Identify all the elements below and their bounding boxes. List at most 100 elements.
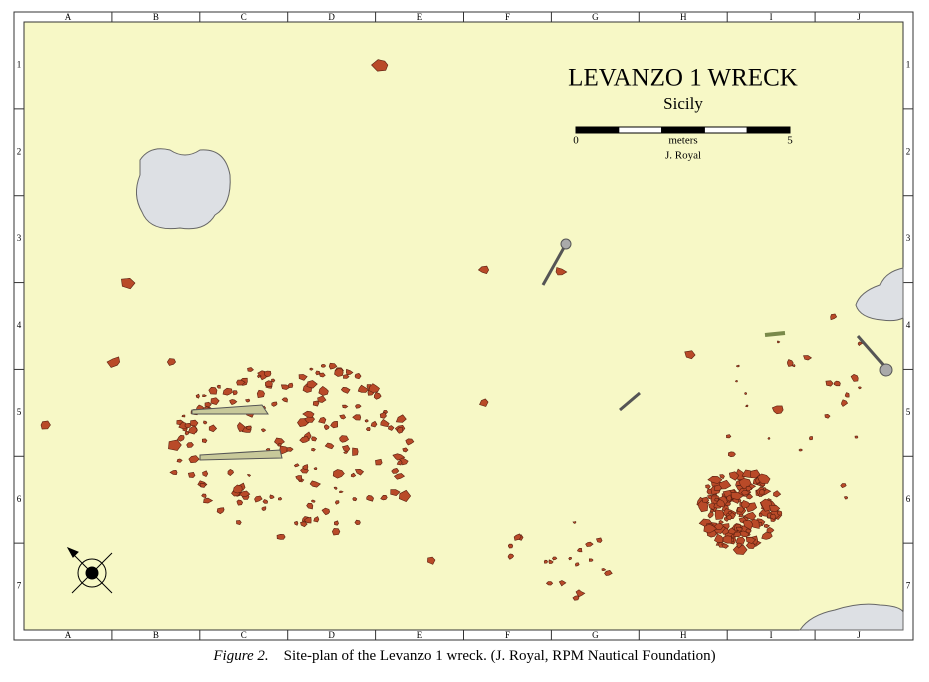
artifact: [716, 498, 725, 508]
artifact: [405, 438, 415, 446]
artifact: [730, 491, 744, 501]
scale-start: 0: [573, 135, 579, 147]
column-label: E: [417, 12, 423, 22]
row-label: 5: [17, 407, 22, 417]
artifact: [227, 469, 234, 476]
site-plan: A A B B C C D D E E F F G G H H I I J J 1 1 2 2 3 3 4 4 5 5 6 6 7 7 LEVAN…: [13, 11, 914, 641]
artifact: [299, 436, 310, 444]
artifact: [328, 362, 338, 370]
column-label: C: [241, 630, 247, 640]
artifact: [280, 384, 291, 390]
artifact: [229, 399, 238, 405]
artifact: [184, 422, 192, 429]
artifact: [391, 468, 400, 474]
artifact: [287, 382, 294, 388]
artifact: [254, 495, 263, 503]
compass: [66, 547, 113, 594]
artifact: [257, 374, 262, 379]
artifact: [247, 474, 252, 477]
artifact: [798, 448, 803, 452]
anchor: [619, 391, 641, 412]
artifact: [190, 419, 199, 427]
artifact: [187, 425, 198, 435]
artifact: [208, 386, 218, 395]
artifact: [857, 341, 863, 347]
artifact: [714, 522, 724, 530]
artifact: [331, 528, 341, 536]
artifact: [714, 497, 720, 502]
artifact: [380, 495, 388, 501]
artifact: [843, 496, 849, 500]
artifact: [236, 379, 246, 386]
artifact: [323, 424, 330, 431]
artifact: [368, 383, 380, 393]
artifact: [324, 442, 335, 450]
artifact: [176, 434, 185, 442]
artifact: [202, 438, 208, 444]
artifact: [355, 404, 362, 409]
artifact: [726, 514, 733, 521]
artifact: [740, 500, 751, 509]
artifact: [858, 386, 862, 390]
artifact: [844, 392, 850, 398]
artifact: [281, 397, 288, 403]
artifact: [303, 516, 312, 524]
artifact: [334, 368, 344, 377]
artifact: [741, 469, 752, 478]
artifact: [427, 556, 436, 565]
artifact: [727, 510, 732, 515]
column-label: F: [505, 630, 510, 640]
artifact: [803, 355, 813, 361]
artifact: [318, 372, 326, 378]
artifact: [684, 350, 696, 360]
artifact: [576, 547, 583, 553]
row-label: 6: [906, 494, 911, 504]
scale-segment: [661, 126, 705, 134]
artifact: [705, 484, 711, 489]
artifact: [375, 458, 383, 466]
artifact: [507, 553, 515, 560]
artifact: [745, 485, 753, 491]
artifact: [354, 468, 365, 476]
credit: J. Royal: [665, 150, 701, 162]
artifact: [732, 544, 748, 555]
artifact: [396, 460, 403, 466]
caption: Figure 2. Site-plan of the Levanzo 1 wre…: [0, 648, 929, 665]
artifact: [479, 398, 489, 407]
artifact: [776, 510, 783, 516]
column-label: A: [65, 630, 72, 640]
artifact: [854, 435, 859, 439]
artifact: [311, 499, 316, 503]
column-label: H: [680, 630, 687, 640]
artifact: [343, 450, 348, 454]
artifact: [477, 265, 490, 274]
artifact: [773, 490, 782, 498]
artifact: [507, 543, 514, 549]
artifact: [203, 420, 208, 425]
caption-text: Site-plan of the Levanzo 1 wreck. (J. Ro…: [283, 648, 716, 664]
artifact: [735, 380, 738, 383]
artifact: [735, 526, 744, 532]
artifact: [719, 474, 725, 480]
artifact: [186, 442, 194, 448]
scale-segment: [618, 126, 663, 134]
artifact: [390, 489, 401, 497]
artifact: [232, 390, 238, 396]
artifact: [247, 367, 254, 372]
artifact: [262, 499, 269, 504]
artifact: [342, 404, 349, 409]
artifact: [604, 569, 613, 576]
row-label: 4: [906, 320, 911, 330]
scale-segment: [746, 126, 791, 134]
compass-ring: [77, 558, 107, 588]
artifact: [176, 458, 183, 463]
artifact: [850, 374, 859, 382]
artifact: [713, 484, 722, 492]
artifact: [380, 419, 390, 428]
artifact: [216, 507, 225, 515]
artifact: [757, 473, 771, 484]
artifact: [315, 370, 321, 376]
artifact: [169, 469, 178, 476]
artifact: [364, 419, 369, 423]
